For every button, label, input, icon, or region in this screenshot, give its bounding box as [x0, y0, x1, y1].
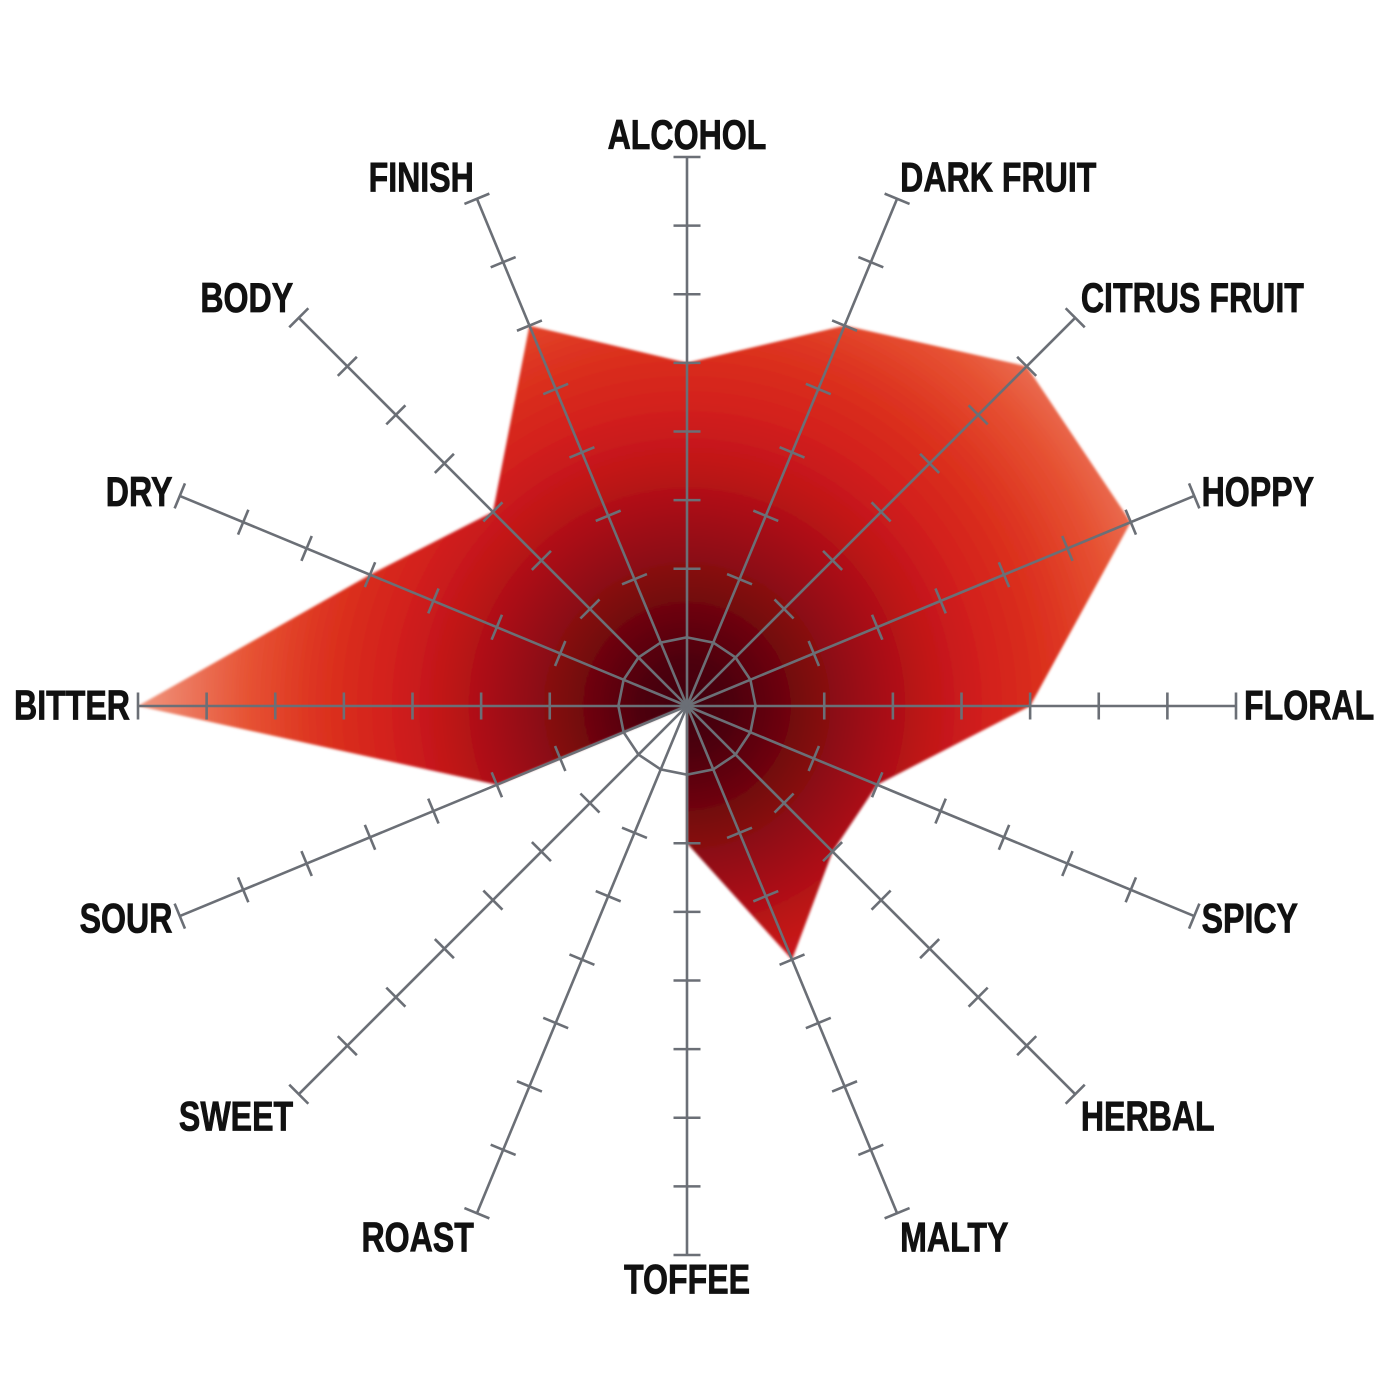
svg-text:FLORAL: FLORAL [1244, 681, 1374, 728]
svg-text:CITRUS FRUIT: CITRUS FRUIT [1081, 274, 1304, 321]
svg-text:TOFFEE: TOFFEE [624, 1255, 750, 1302]
svg-text:ALCOHOL: ALCOHOL [608, 111, 767, 158]
svg-text:MALTY: MALTY [900, 1213, 1008, 1260]
svg-text:HERBAL: HERBAL [1081, 1092, 1215, 1139]
svg-text:BITTER: BITTER [14, 681, 130, 728]
svg-text:SPICY: SPICY [1202, 894, 1298, 941]
svg-text:DRY: DRY [106, 468, 173, 515]
svg-text:SOUR: SOUR [80, 894, 173, 941]
svg-text:SWEET: SWEET [179, 1092, 293, 1139]
svg-text:ROAST: ROAST [361, 1213, 474, 1260]
svg-text:BODY: BODY [200, 274, 293, 321]
svg-text:HOPPY: HOPPY [1202, 468, 1314, 515]
svg-text:DARK FRUIT: DARK FRUIT [900, 153, 1096, 200]
svg-text:FINISH: FINISH [369, 153, 474, 200]
